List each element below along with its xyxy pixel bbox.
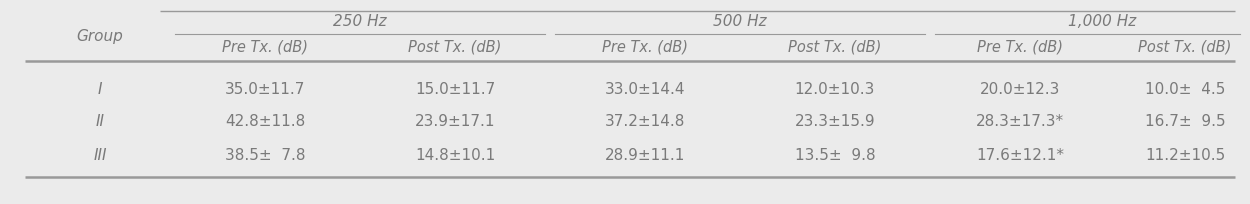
Text: 37.2±14.8: 37.2±14.8 [605, 114, 685, 130]
Text: 250 Hz: 250 Hz [334, 14, 386, 30]
Text: II: II [95, 114, 105, 130]
Text: 10.0±  4.5: 10.0± 4.5 [1145, 82, 1225, 96]
Text: 23.3±15.9: 23.3±15.9 [795, 114, 875, 130]
Text: 500 Hz: 500 Hz [714, 14, 766, 30]
Text: Post Tx. (dB): Post Tx. (dB) [789, 40, 881, 54]
Text: 12.0±10.3: 12.0±10.3 [795, 82, 875, 96]
Text: 28.9±11.1: 28.9±11.1 [605, 147, 685, 163]
Text: I: I [98, 82, 102, 96]
Text: Post Tx. (dB): Post Tx. (dB) [409, 40, 501, 54]
Text: 17.6±12.1*: 17.6±12.1* [976, 147, 1064, 163]
Text: 1,000 Hz: 1,000 Hz [1069, 14, 1136, 30]
Text: 16.7±  9.5: 16.7± 9.5 [1145, 114, 1225, 130]
Text: Pre Tx. (dB): Pre Tx. (dB) [602, 40, 688, 54]
Text: Post Tx. (dB): Post Tx. (dB) [1139, 40, 1231, 54]
Text: 23.9±17.1: 23.9±17.1 [415, 114, 495, 130]
Text: Group: Group [76, 29, 124, 43]
Text: 20.0±12.3: 20.0±12.3 [980, 82, 1060, 96]
Text: 35.0±11.7: 35.0±11.7 [225, 82, 305, 96]
Text: 15.0±11.7: 15.0±11.7 [415, 82, 495, 96]
Text: III: III [94, 147, 106, 163]
Text: 42.8±11.8: 42.8±11.8 [225, 114, 305, 130]
Text: 38.5±  7.8: 38.5± 7.8 [225, 147, 305, 163]
Text: 11.2±10.5: 11.2±10.5 [1145, 147, 1225, 163]
Text: Pre Tx. (dB): Pre Tx. (dB) [222, 40, 308, 54]
Text: 28.3±17.3*: 28.3±17.3* [976, 114, 1064, 130]
Text: 13.5±  9.8: 13.5± 9.8 [795, 147, 875, 163]
Text: 33.0±14.4: 33.0±14.4 [605, 82, 685, 96]
Text: 14.8±10.1: 14.8±10.1 [415, 147, 495, 163]
Text: Pre Tx. (dB): Pre Tx. (dB) [978, 40, 1062, 54]
